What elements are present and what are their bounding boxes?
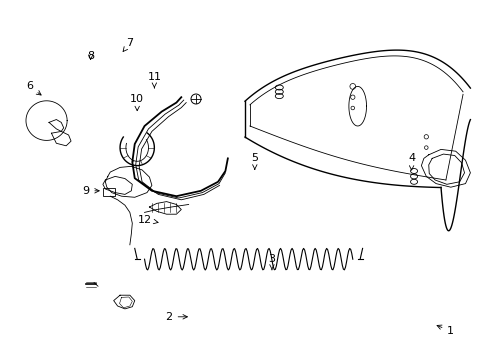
Text: 4: 4 — [408, 153, 415, 170]
Text: 10: 10 — [130, 94, 144, 111]
Text: 2: 2 — [166, 312, 187, 322]
Text: 8: 8 — [87, 51, 94, 61]
Text: 9: 9 — [82, 186, 99, 196]
Text: 1: 1 — [437, 325, 454, 336]
Text: 11: 11 — [147, 72, 161, 88]
Text: 6: 6 — [26, 81, 41, 95]
Text: 7: 7 — [123, 38, 133, 51]
Text: 5: 5 — [251, 153, 258, 169]
Text: 3: 3 — [269, 254, 275, 270]
Text: 12: 12 — [138, 215, 158, 225]
